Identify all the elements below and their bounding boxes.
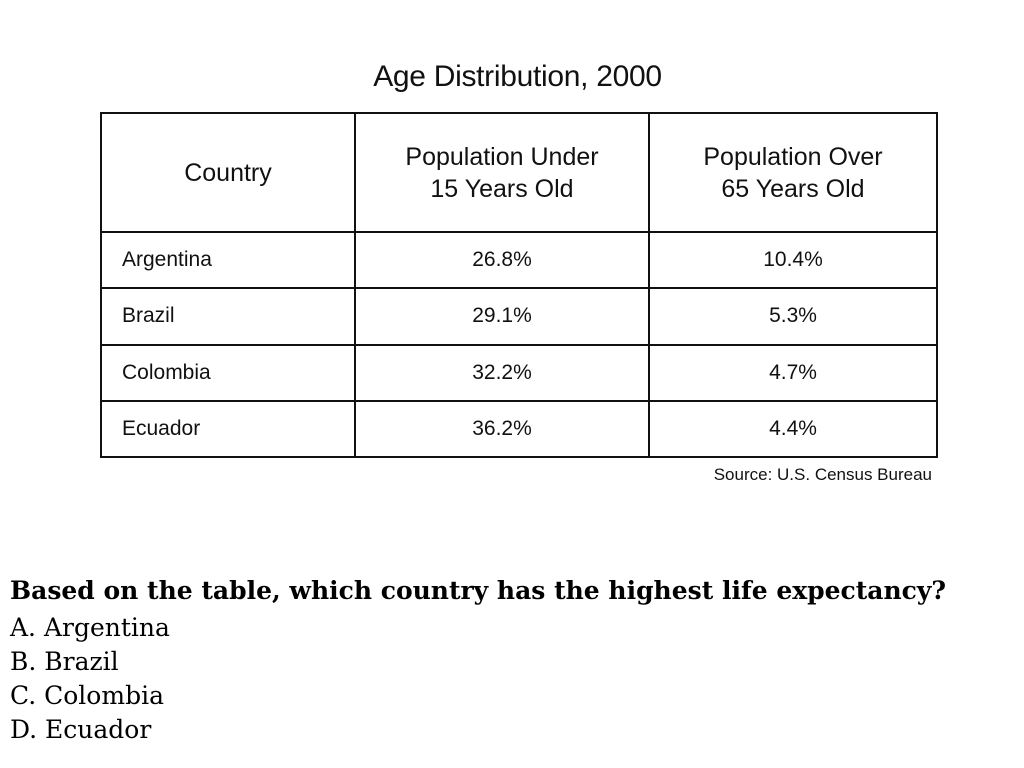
choice-d[interactable]: D. Ecuador xyxy=(10,715,152,744)
country-cell: Colombia xyxy=(100,343,356,402)
country-cell: Brazil xyxy=(100,287,356,346)
table-row: Argentina 26.8% 10.4% xyxy=(100,230,938,290)
column-header-under-15: Population Under 15 Years Old xyxy=(354,112,650,233)
country-cell: Ecuador xyxy=(100,399,356,459)
over-65-cell: 10.4% xyxy=(648,230,938,290)
country-cell: Argentina xyxy=(100,230,356,290)
table-row: Colombia 32.2% 4.7% xyxy=(100,343,938,402)
over-65-cell: 4.4% xyxy=(648,399,938,459)
table-row: Ecuador 36.2% 4.4% xyxy=(100,399,938,459)
table-header-row: Country Population Under 15 Years Old Po… xyxy=(100,112,938,233)
column-header-over-65-line2: 65 Years Old xyxy=(721,174,865,203)
under-15-cell: 36.2% xyxy=(354,399,650,459)
age-distribution-table: Country Population Under 15 Years Old Po… xyxy=(100,112,938,459)
chart-title: Age Distribution, 2000 xyxy=(373,60,662,93)
choice-b[interactable]: B. Brazil xyxy=(10,647,119,676)
source-note: Source: U.S. Census Bureau xyxy=(713,465,932,484)
over-65-cell: 5.3% xyxy=(648,287,938,346)
choice-c[interactable]: C. Colombia xyxy=(10,681,164,710)
answer-choices: A. Argentina B. Brazil C. Colombia D. Ec… xyxy=(10,611,170,747)
over-65-cell: 4.7% xyxy=(648,343,938,402)
column-header-over-65: Population Over 65 Years Old xyxy=(648,112,938,233)
under-15-cell: 26.8% xyxy=(354,230,650,290)
column-header-country: Country xyxy=(100,112,356,233)
question-prompt: Based on the table, which country has th… xyxy=(10,576,947,605)
column-header-under-15-line1: Population Under xyxy=(405,142,599,171)
under-15-cell: 29.1% xyxy=(354,287,650,346)
column-header-over-65-line1: Population Over xyxy=(703,142,883,171)
under-15-cell: 32.2% xyxy=(354,343,650,402)
choice-a[interactable]: A. Argentina xyxy=(10,613,170,642)
table-row: Brazil 29.1% 5.3% xyxy=(100,287,938,346)
column-header-under-15-line2: 15 Years Old xyxy=(430,174,574,203)
